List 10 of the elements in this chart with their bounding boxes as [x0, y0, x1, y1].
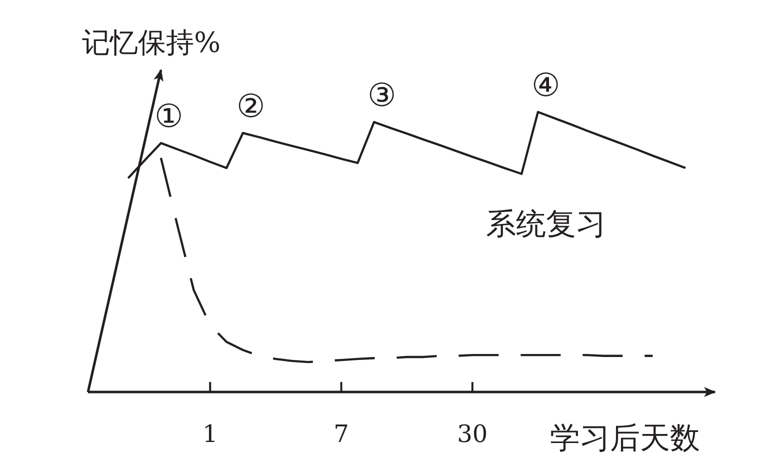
series-label: 系统复习 [486, 207, 606, 242]
text: ④ [531, 66, 560, 104]
x-tick-label: 1 [202, 420, 218, 448]
annotation: ③ [368, 76, 397, 114]
y-axis-title: 记忆保持% [82, 26, 221, 59]
annotation: ② [236, 87, 266, 125]
x-tick-label: 30 [457, 420, 488, 448]
x-axis-title: 学习后天数 [550, 421, 700, 456]
x-tick-label: 7 [334, 420, 349, 448]
annotation: ① [154, 97, 184, 136]
